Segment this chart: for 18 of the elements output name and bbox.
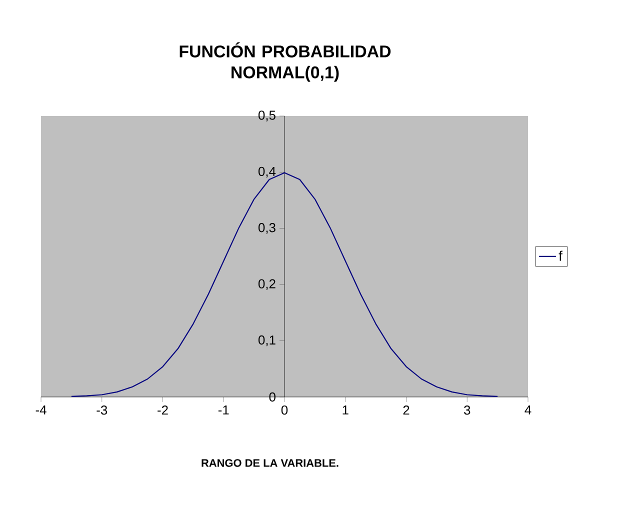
y-tick-label: 0,1 [258,335,276,346]
x-tick-label: -4 [36,406,46,414]
y-tick-label: 0,3 [258,223,276,234]
legend-label: f [558,250,562,261]
y-tick-label: 0,4 [258,166,276,178]
y-tick-label: 0 [269,392,276,402]
x-tick-label: -2 [158,406,168,415]
x-tick-label: 2 [403,406,410,415]
x-tick-label: 4 [524,406,532,414]
x-tick-label: 3 [464,406,470,415]
x-tick-label: -1 [218,406,229,414]
x-tick-label: -3 [96,406,108,415]
x-tick-label: 1 [342,406,348,414]
x-axis-title: RANGO DE LA VARIABLE. [202,459,338,467]
y-tick-label: 0,2 [258,279,276,290]
chart-title: FUNCIÓN PROBABILIDAD NORMAL(0,1) [180,42,391,82]
y-tick-label: 0,5 [258,110,276,122]
x-tick-label: 0 [281,406,288,415]
